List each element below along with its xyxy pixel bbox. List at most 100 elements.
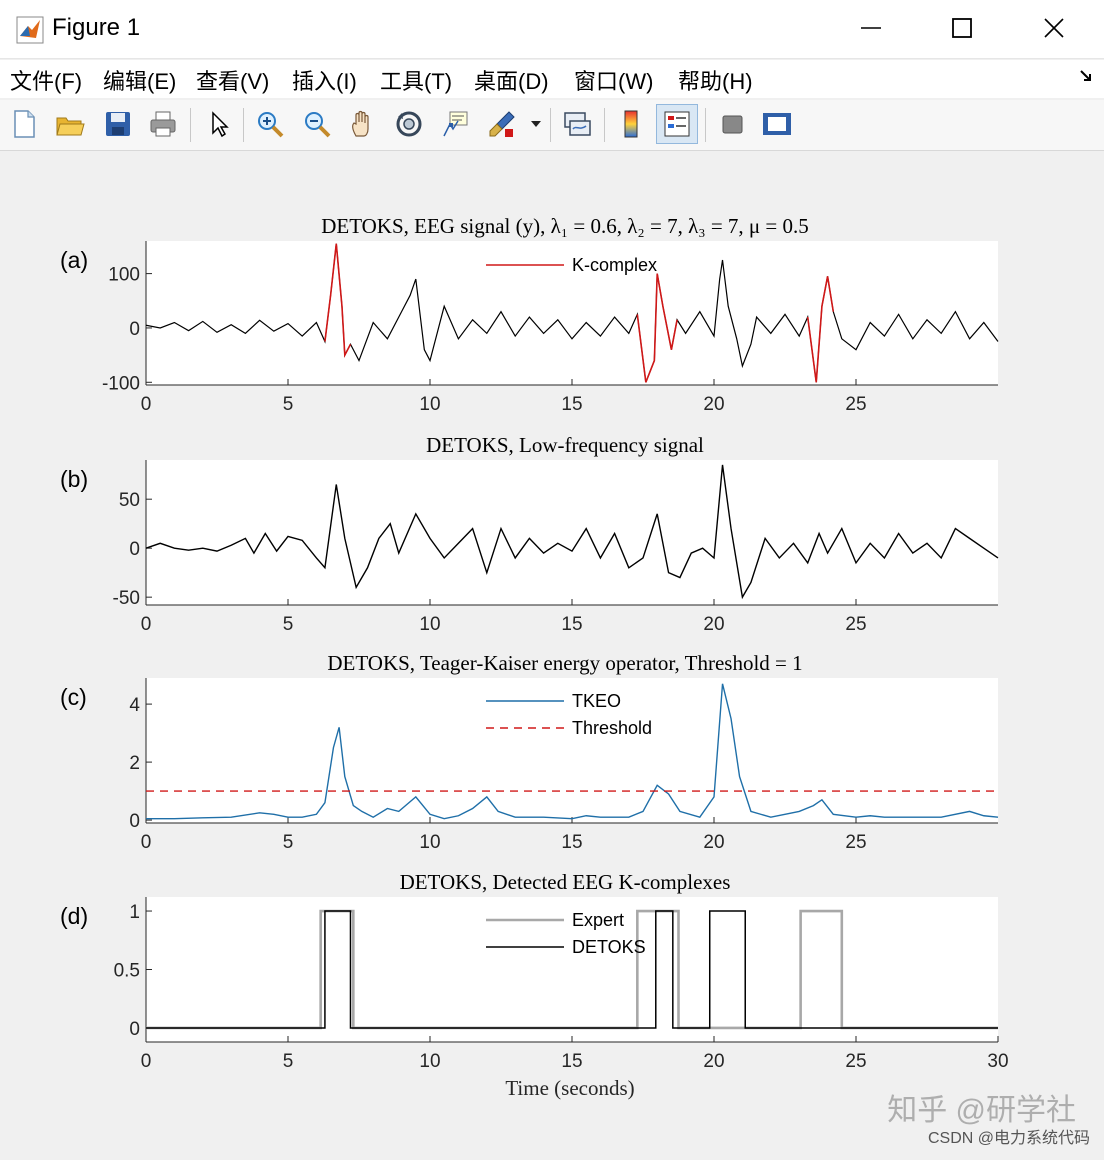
title-bar: Figure 1 xyxy=(0,0,1104,59)
brush-dropdown-button[interactable] xyxy=(528,106,544,142)
kcomplex-segment xyxy=(806,276,835,383)
detoks-line xyxy=(146,910,998,1029)
x-tick-label: 25 xyxy=(845,394,866,415)
legend-label: DETOKS xyxy=(572,937,646,957)
menu-edit[interactable]: 编辑(E) xyxy=(103,69,177,94)
colorbar-icon xyxy=(624,110,638,138)
close-button[interactable] xyxy=(1029,8,1079,48)
x-tick-label: 10 xyxy=(419,614,440,635)
y-tick-label: 0 xyxy=(129,539,140,560)
new-figure-button[interactable] xyxy=(6,106,42,142)
y-tick-label: 50 xyxy=(119,490,140,511)
x-tick-label: 15 xyxy=(561,832,582,853)
signal-line xyxy=(145,464,999,600)
y-tick-label: 0 xyxy=(129,811,140,832)
axes-background xyxy=(146,460,998,605)
x-tick-label: 0 xyxy=(141,614,152,635)
legend-label: Threshold xyxy=(572,718,652,738)
legend-label: TKEO xyxy=(572,691,621,711)
brush-button[interactable] xyxy=(484,106,520,142)
save-icon xyxy=(106,112,130,136)
x-tick-label: 25 xyxy=(845,614,866,635)
axes-background xyxy=(146,897,998,1042)
toolbar xyxy=(0,100,1104,151)
panel-label: (a) xyxy=(60,247,88,273)
watermark-credit: CSDN @电力系统代码 xyxy=(927,1130,1090,1147)
x-tick-label: 5 xyxy=(283,614,294,635)
rotate-icon xyxy=(396,111,422,137)
x-tick-label: 10 xyxy=(419,1051,440,1072)
toolbar-separator xyxy=(190,108,191,142)
x-tick-label: 15 xyxy=(561,394,582,415)
y-tick-label: 4 xyxy=(129,695,140,716)
link-button[interactable] xyxy=(559,106,595,142)
panel-label: (d) xyxy=(60,903,88,929)
axes-background xyxy=(146,241,998,385)
minimize-icon xyxy=(861,27,881,29)
zoom-in-button[interactable] xyxy=(252,106,288,142)
y-tick-label: 0.5 xyxy=(114,961,140,982)
x-tick-label: 15 xyxy=(561,1051,582,1072)
toolbar-separator xyxy=(243,108,244,142)
zoom-out-icon xyxy=(305,112,331,138)
x-tick-label: 10 xyxy=(419,394,440,415)
close-icon xyxy=(1044,18,1064,38)
panel-label: (c) xyxy=(60,684,87,710)
print-button[interactable] xyxy=(145,106,181,142)
x-tick-label: 20 xyxy=(703,832,724,853)
y-tick-label: 2 xyxy=(129,753,140,774)
save-button[interactable] xyxy=(100,106,136,142)
show-plot-tools-icon xyxy=(763,113,791,135)
pan-button[interactable] xyxy=(345,106,381,142)
x-tick-label: 25 xyxy=(845,1051,866,1072)
colorbar-button[interactable] xyxy=(613,106,649,142)
x-tick-label: 25 xyxy=(845,832,866,853)
panel-title: DETOKS, Detected EEG K-complexes xyxy=(400,870,731,894)
x-tick-label: 30 xyxy=(987,1051,1008,1072)
toolbar-separator xyxy=(705,108,706,142)
menu-help[interactable]: 帮助(H) xyxy=(678,69,753,94)
menu-insert[interactable]: 插入(I) xyxy=(292,69,357,94)
menu-view[interactable]: 查看(V) xyxy=(196,69,270,94)
minimize-button[interactable] xyxy=(846,8,896,48)
y-tick-label: 0 xyxy=(129,1019,140,1040)
hide-plot-tools-icon xyxy=(722,115,743,134)
menu-file[interactable]: 文件(F) xyxy=(10,69,83,94)
kcomplex-segment xyxy=(636,273,678,383)
data-cursor-button[interactable] xyxy=(437,106,473,142)
toolbar-separator xyxy=(550,108,551,142)
new-figure-icon xyxy=(14,110,35,138)
y-tick-label: -100 xyxy=(102,373,140,394)
data-cursor-icon xyxy=(443,111,468,137)
x-tick-label: 5 xyxy=(283,832,294,853)
open-icon xyxy=(56,117,85,136)
axes-background xyxy=(146,678,998,823)
maximize-button[interactable] xyxy=(937,8,987,48)
x-tick-label: 5 xyxy=(283,394,294,415)
legend-button[interactable] xyxy=(656,104,698,144)
window-title: Figure 1 xyxy=(52,14,141,41)
open-button[interactable] xyxy=(52,106,88,142)
menu-window[interactable]: 窗口(W) xyxy=(574,69,654,94)
pointer-button[interactable] xyxy=(200,106,236,142)
hide-plot-tools-button[interactable] xyxy=(714,106,750,142)
menu-tools[interactable]: 工具(T) xyxy=(380,69,453,94)
y-tick-label: 1 xyxy=(129,902,140,923)
x-tick-label: 0 xyxy=(141,394,152,415)
zoom-out-button[interactable] xyxy=(299,106,335,142)
dock-arrow-icon[interactable] xyxy=(1078,68,1094,84)
x-axis-label: Time (seconds) xyxy=(505,1076,634,1100)
y-tick-label: 0 xyxy=(129,319,140,340)
plots-svg: DETOKS, EEG signal (y), λ₁ = 0.6, λ₂ = 7… xyxy=(60,214,1009,1100)
y-tick-label: -50 xyxy=(113,588,140,609)
x-tick-label: 0 xyxy=(141,832,152,853)
rotate-button[interactable] xyxy=(391,106,427,142)
x-tick-label: 10 xyxy=(419,832,440,853)
x-tick-label: 20 xyxy=(703,1051,724,1072)
show-plot-tools-button[interactable] xyxy=(759,106,795,142)
menu-desktop[interactable]: 桌面(D) xyxy=(474,69,549,94)
panel-title: DETOKS, Low-frequency signal xyxy=(426,433,704,457)
brush-icon xyxy=(489,111,515,137)
figure-canvas: DETOKS, EEG signal (y), λ₁ = 0.6, λ₂ = 7… xyxy=(0,151,1104,1155)
menu-bar: 文件(F) 编辑(E) 查看(V) 插入(I) 工具(T) 桌面(D) 窗口(W… xyxy=(0,60,1104,98)
